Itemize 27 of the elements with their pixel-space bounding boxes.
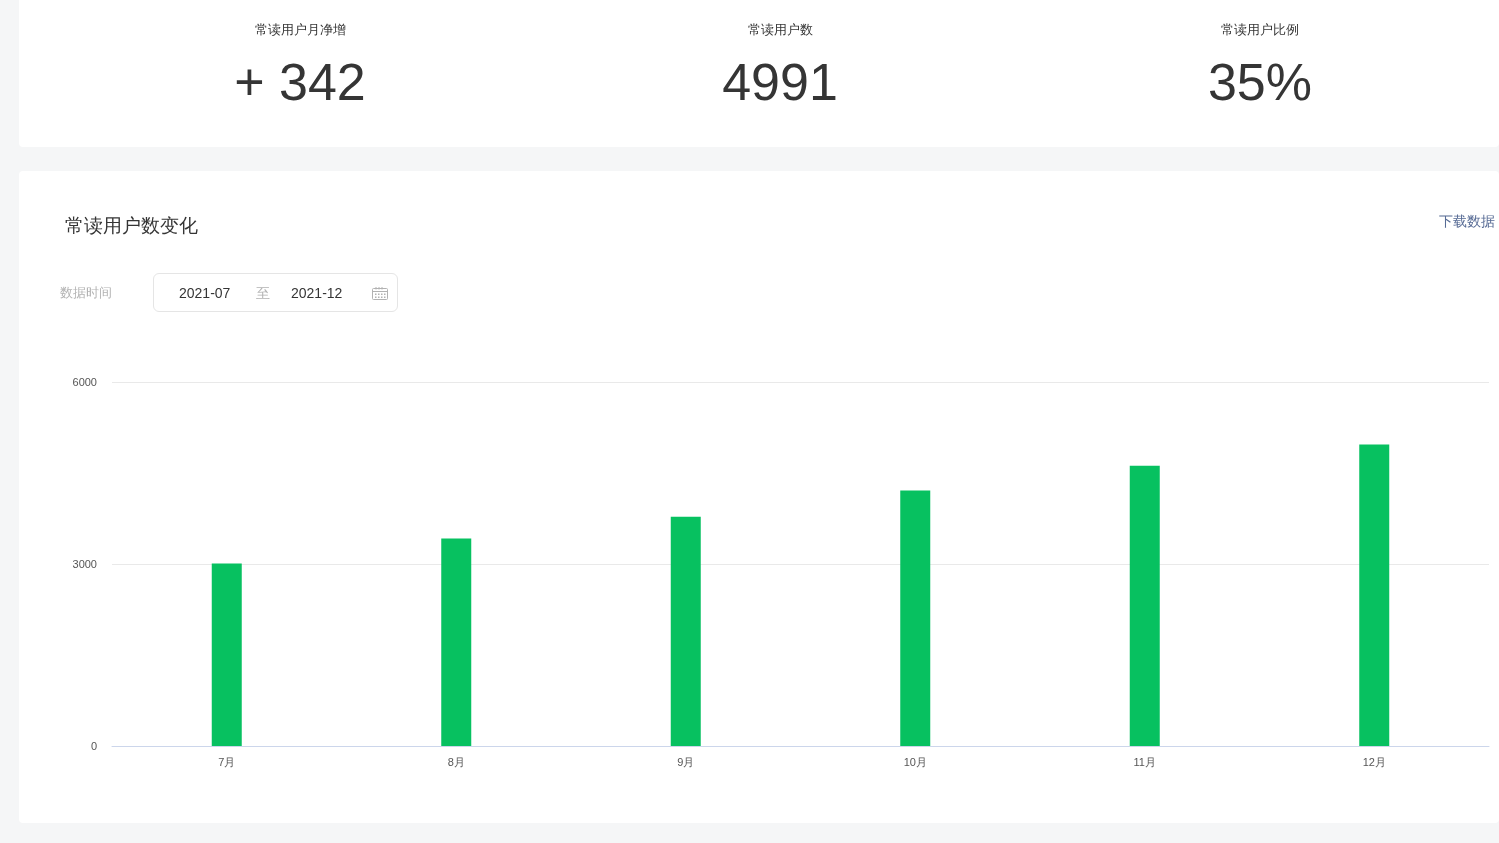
y-tick-label: 0 [90, 740, 97, 752]
bar [1129, 465, 1160, 746]
x-tick-label: 8月 [447, 755, 465, 768]
x-tick-label: 12月 [1362, 755, 1386, 768]
text: 常读用户数 [746, 22, 814, 38]
bar [1359, 444, 1390, 746]
x-tick-label: 9月 [677, 755, 695, 768]
chart-title: 常读用户数变化 [65, 215, 198, 236]
text: 数据时间 [60, 285, 112, 301]
text: 至 [256, 284, 270, 302]
bar [670, 516, 701, 746]
text: 下载数据 [1439, 212, 1495, 230]
x-tick-label: 10月 [903, 755, 927, 768]
x-tick-label: 7月 [218, 755, 236, 768]
text: 2021-12 [291, 284, 343, 302]
text: + 342 [233, 52, 367, 112]
y-tick-label: 3000 [72, 558, 97, 570]
text: 4991 [721, 52, 839, 112]
text: 常读用户月净增 [253, 22, 347, 38]
bar [441, 538, 472, 746]
y-tick-label: 6000 [72, 376, 97, 388]
bar [900, 490, 931, 746]
text: 2021-07 [179, 284, 231, 302]
text: 35% [1206, 52, 1314, 112]
bar [211, 563, 242, 746]
x-tick-label: 11月 [1133, 755, 1156, 768]
text: 常读用户比例 [1220, 22, 1300, 38]
